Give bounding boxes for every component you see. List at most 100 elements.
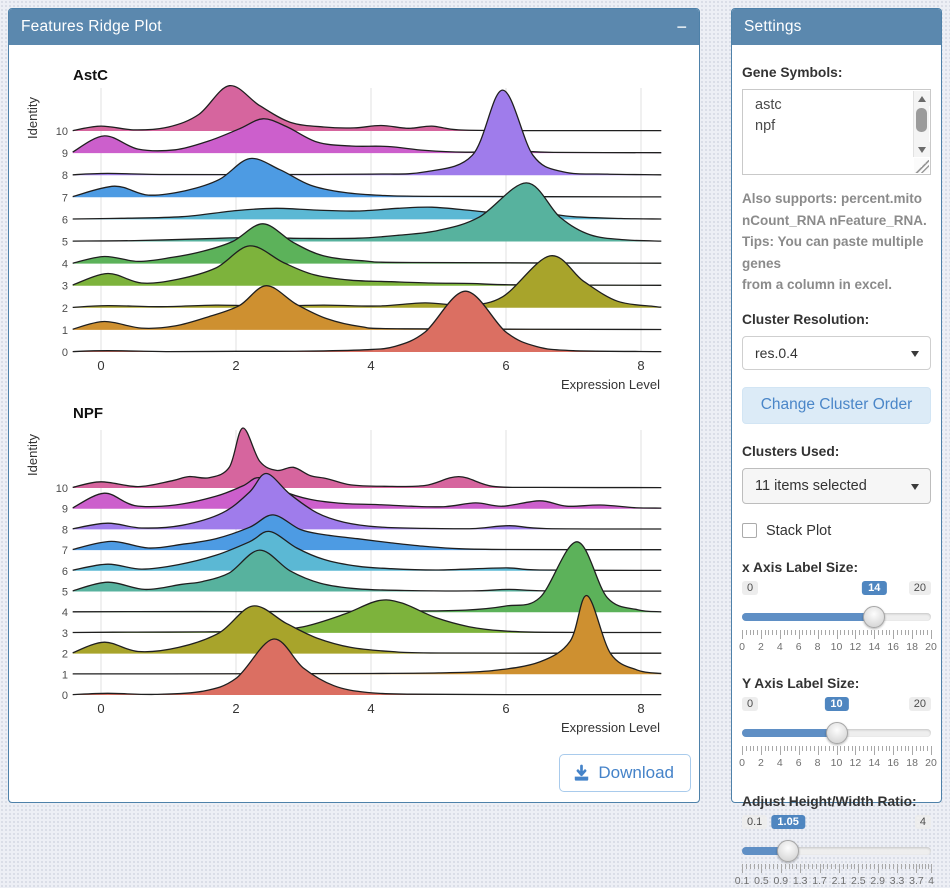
slider-track[interactable] [742,605,931,628]
slider-minor-tick [904,745,906,751]
slider-tick-label: 14 [868,640,881,653]
slider-minor-tick [900,745,902,751]
slider-tick [780,863,782,873]
slider-minor-tick [854,863,856,869]
slider-minor-tick [840,745,842,751]
scroll-up-button[interactable] [914,91,930,106]
slider-minor-tick [807,863,809,869]
slider-minor-tick [851,745,853,751]
scroll-down-icon [918,146,926,153]
slider-handle[interactable] [863,605,886,628]
slider-minor-tick [873,863,875,869]
slider-minor-tick [745,629,747,635]
y-tick-label: 1 [62,325,68,337]
slider-tick [798,629,800,639]
slider-minor-tick [828,629,830,635]
slider-minor-tick [846,863,848,869]
resize-grip-icon[interactable] [914,158,929,173]
y-tick-label: 5 [62,237,68,249]
slider-minor-tick [927,745,929,751]
slider-minor-tick [925,863,927,869]
slider-minor-tick [896,629,898,635]
slider-minor-tick [769,863,771,869]
settings-header: Settings [732,9,941,45]
slider-minor-tick [866,863,868,869]
slider-minor-tick [768,745,770,751]
slider-minor-tick [878,629,880,635]
cluster-resolution-select[interactable]: res.0.4 [742,335,931,370]
y-tick-label: 2 [62,303,68,315]
slider-handle[interactable] [777,839,800,862]
slider-min-label: 0.1 [742,814,768,829]
slider-minor-tick [885,863,887,869]
slider-minor-tick [828,745,830,751]
x-tick-label: 4 [367,701,374,716]
slider-minor-tick [776,629,778,635]
y-tick-label: 6 [62,566,68,578]
change-cluster-order-button[interactable]: Change Cluster Order [742,386,931,424]
stack-plot-label: Stack Plot [766,522,832,539]
slider-minor-tick [912,863,914,869]
ridge-fill-8 [72,90,662,176]
plot-title: NPF [73,405,103,422]
x-axis-title: Expression Level [561,377,660,392]
slider-minor-tick [904,629,906,635]
slider-track[interactable] [742,839,931,862]
ridge-fill-6 [72,531,662,571]
gene-symbols-textarea[interactable]: astc npf [742,89,931,175]
clusters-used-value: 11 items selected [755,477,867,494]
y-tick-label: 7 [62,545,68,557]
slider-max-label: 20 [908,696,931,711]
stack-plot-checkbox[interactable] [742,523,757,538]
slider-tick [916,863,918,873]
slider-tick-label: 6 [795,640,802,653]
slider-minor-tick [825,629,827,635]
slider-minor-tick [753,629,755,635]
ridge-fill-3 [72,245,662,286]
slider-minor-tick [745,863,747,869]
y-tick-label: 4 [62,259,68,271]
settings-panel: Settings Gene Symbols: astc npf Also sup… [731,8,942,887]
slider-tick-label: 6 [795,756,802,769]
help-line: nCount_RNA nFeature_RNA. [742,212,927,228]
slider-minor-tick [815,863,817,869]
slider-minor-tick [821,745,823,751]
y-tick-label: 3 [62,628,68,640]
y-tick-label: 7 [62,192,68,204]
slider-minor-tick [851,629,853,635]
slider-minor-tick [802,629,804,635]
y-tick-label: 3 [62,281,68,293]
slider-tick [779,745,781,755]
slider-minor-tick [745,745,747,751]
slider-minor-tick [776,863,778,869]
slider-minor-tick [794,745,796,751]
plot-title: AstC [73,67,108,84]
slider-handle[interactable] [825,721,848,744]
slider-minor-tick [928,863,930,869]
scroll-thumb[interactable] [916,108,927,132]
download-button[interactable]: Download [559,754,691,792]
stack-plot-row: Stack Plot [742,523,931,539]
features-ridge-plot-header: Features Ridge Plot − [9,9,699,45]
ridge-line-3 [72,245,662,286]
slider-minor-tick [870,745,872,751]
slider-minor-tick [804,863,806,869]
scroll-down-button[interactable] [914,142,930,157]
textarea-scrollbar[interactable] [913,91,930,157]
slider-minor-tick [908,863,910,869]
slider-tick-label: 10 [830,756,843,769]
ridge-fill-1 [72,285,662,330]
slider-minor-tick [893,863,895,869]
slider-tick-label: 0.1 [734,874,750,887]
collapse-minus-button[interactable]: − [676,17,687,37]
slider-minor-tick [794,629,796,635]
slider-minor-tick [927,629,929,635]
slider-minor-tick [764,629,766,635]
ridge-line-5 [72,182,662,242]
ridge-fill-4 [72,541,662,613]
clusters-used-dropdown[interactable]: 11 items selected [742,467,931,504]
slider-minor-tick [821,629,823,635]
slider-track[interactable] [742,721,931,744]
plot-area: 10 9 8 7 6 5 4 3 2 1 0 0 2 4 6 8 AstC Expression Level Ide… [9,60,699,818]
slider-minor-tick [787,629,789,635]
